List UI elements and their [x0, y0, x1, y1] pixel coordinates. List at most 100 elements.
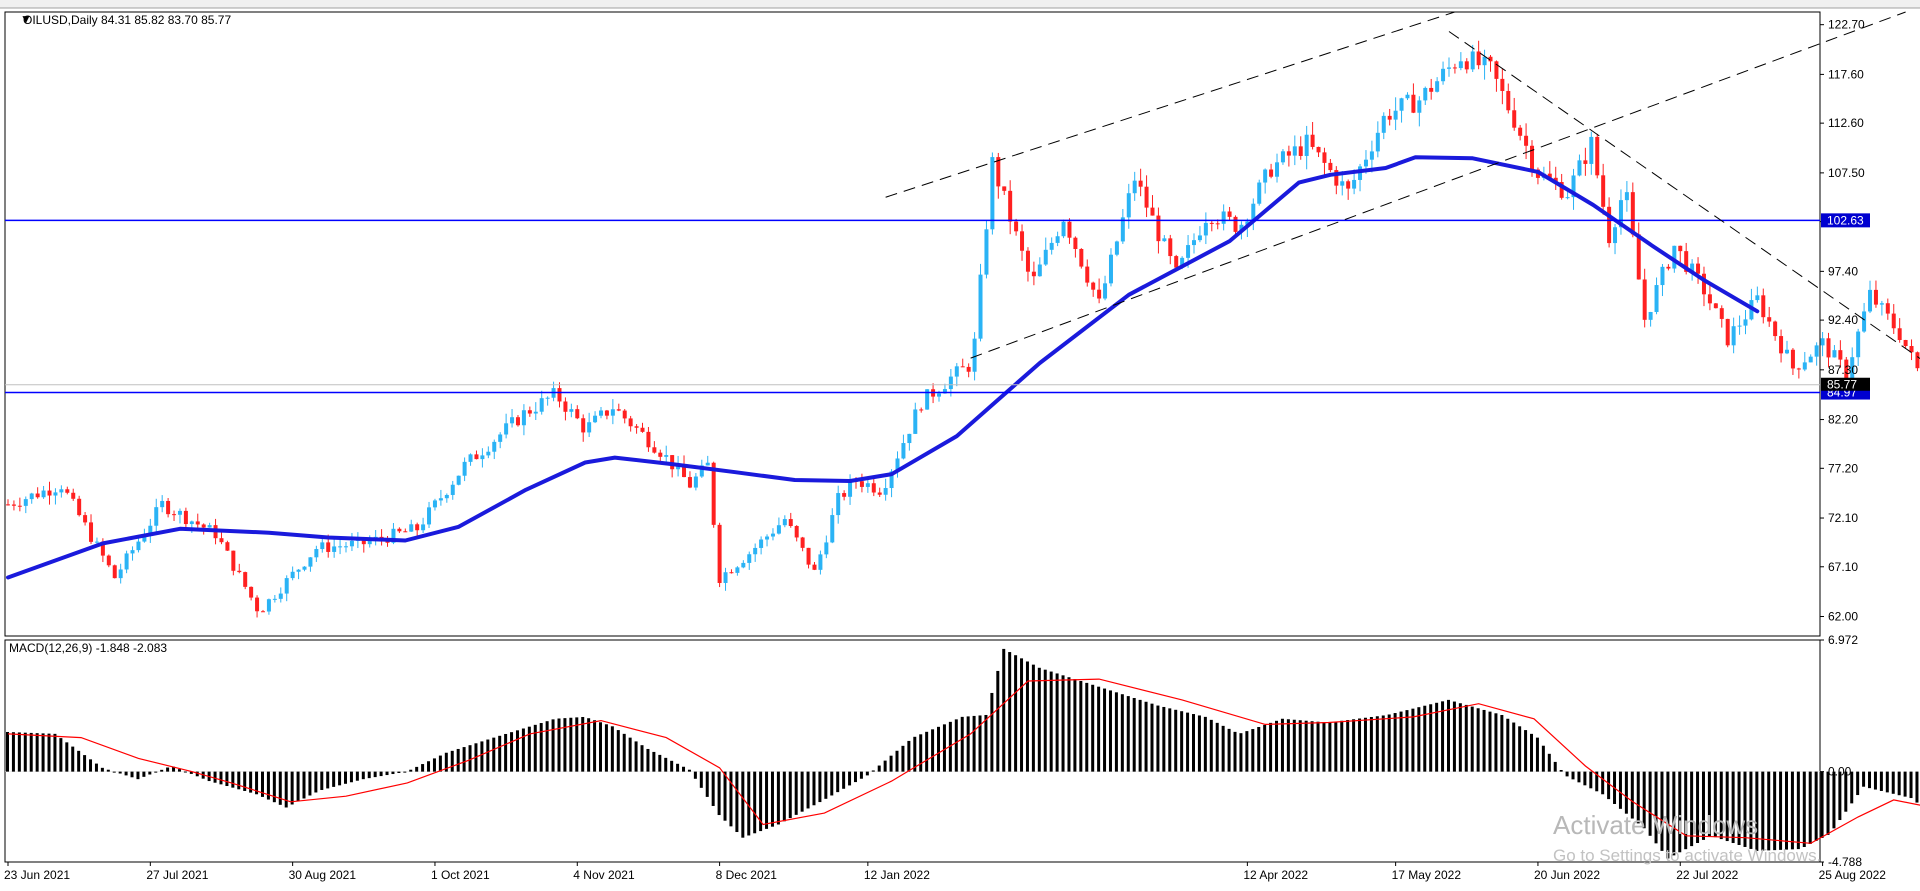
candle [966, 363, 971, 378]
macd-histogram-bar [1174, 709, 1178, 772]
macd-histogram-bar [1725, 771, 1729, 842]
macd-histogram-bar [1322, 722, 1326, 772]
macd-histogram-bar [361, 771, 365, 780]
candle-body [984, 229, 989, 275]
moving-average-line [6, 155, 1760, 580]
macd-histogram-bar [1790, 771, 1794, 850]
macd-histogram-bar [106, 769, 110, 772]
candle [1915, 351, 1920, 372]
candle-body [1547, 173, 1552, 178]
candle-body [23, 499, 28, 506]
candle-body [1583, 160, 1588, 164]
candle-body [284, 578, 289, 594]
horizontal-levels-layer[interactable] [5, 219, 1820, 394]
candle-body [705, 462, 710, 466]
watermark-title: Activate Windows [1553, 810, 1758, 840]
candle [1595, 133, 1600, 179]
macd-histogram-bar [1251, 729, 1255, 772]
time-axis-tick-label: 4 Nov 2021 [573, 868, 635, 882]
macd-histogram-bar [1298, 720, 1302, 772]
macd-histogram-bar [1180, 711, 1184, 772]
macd-histogram-bar [1304, 720, 1308, 772]
candle-body [604, 410, 609, 416]
trendlines-layer[interactable] [885, 11, 1920, 637]
candle-body [966, 366, 971, 372]
candle [166, 498, 171, 518]
candle [1031, 261, 1036, 286]
candle [640, 422, 645, 433]
candle [812, 561, 817, 571]
candle [628, 415, 633, 432]
macd-histogram-bar [1334, 721, 1338, 772]
candle-body [1227, 211, 1232, 217]
macd-histogram-bar [729, 771, 733, 827]
macd-histogram-bar [486, 739, 490, 772]
price-axis-tick-label: 117.60 [1828, 67, 1864, 81]
macd-histogram-bar [225, 771, 229, 787]
candle [438, 489, 443, 506]
macd-histogram-bar [1779, 771, 1783, 850]
macd-histogram-bar [569, 717, 573, 772]
candle-body [272, 598, 277, 600]
macd-histogram-bar [1215, 722, 1219, 772]
candle [770, 528, 775, 541]
macd-histogram-bar [1441, 701, 1445, 772]
price-axis-tick-label: 82.20 [1828, 413, 1858, 427]
macd-histogram-bar [907, 740, 911, 772]
candle-body [160, 500, 165, 508]
macd-histogram-bar [1654, 771, 1658, 844]
candle-body [1203, 222, 1208, 236]
candle-body [444, 494, 449, 499]
macd-histogram-bar [1464, 704, 1468, 772]
candle-body [468, 454, 473, 462]
candle [1114, 240, 1119, 257]
candle-body [830, 515, 835, 543]
candle [1719, 305, 1724, 328]
level-price-tag[interactable] [1821, 213, 1870, 228]
macd-histogram-bar [1530, 733, 1534, 772]
macd-histogram-bar [1909, 771, 1913, 799]
candle-body [599, 410, 603, 416]
macd-histogram-bar [1903, 771, 1907, 797]
candle-body [1903, 339, 1908, 347]
macd-histogram-bar [1559, 769, 1563, 772]
macd-histogram-bar [355, 771, 359, 781]
macd-histogram-bar [1257, 726, 1261, 772]
macd-histogram-bar [1844, 771, 1848, 812]
trendline-dashed[interactable] [1448, 31, 1920, 637]
macd-histogram-bar [664, 757, 668, 772]
macd-histogram-bar [972, 715, 976, 772]
candle [1678, 245, 1683, 263]
macd-histogram-bar [1156, 705, 1160, 772]
candle [1767, 306, 1772, 327]
candle-body [1571, 175, 1576, 198]
trendline-dashed[interactable] [885, 11, 1455, 198]
macd-histogram-bar [1452, 701, 1456, 772]
macd-histogram-bar [367, 771, 371, 779]
candle-body [1731, 326, 1736, 346]
candle-body [539, 398, 544, 412]
candle [1251, 198, 1256, 231]
candle [1025, 247, 1030, 282]
trendline-dashed[interactable] [970, 11, 1906, 359]
collapse-triangle-icon[interactable]: ▼ [20, 12, 32, 26]
candle-body [1298, 146, 1303, 156]
macd-histogram-bar [1535, 737, 1539, 772]
candle-body [1684, 251, 1689, 272]
candle [83, 511, 88, 526]
candle-body [1618, 200, 1623, 228]
candle [1091, 281, 1096, 297]
candle-body [1292, 146, 1297, 156]
macd-histogram-bar [1363, 717, 1367, 772]
candle [1310, 121, 1315, 150]
macd-histogram-bar [1707, 771, 1711, 837]
candle [510, 409, 515, 428]
macd-histogram-bar [824, 771, 828, 799]
time-axis-tick-label: 30 Aug 2021 [289, 868, 357, 882]
candle-body [456, 475, 461, 485]
candle [1494, 60, 1499, 92]
time-axis-tick-label: 8 Dec 2021 [716, 868, 778, 882]
macd-histogram-bar [1547, 753, 1551, 772]
